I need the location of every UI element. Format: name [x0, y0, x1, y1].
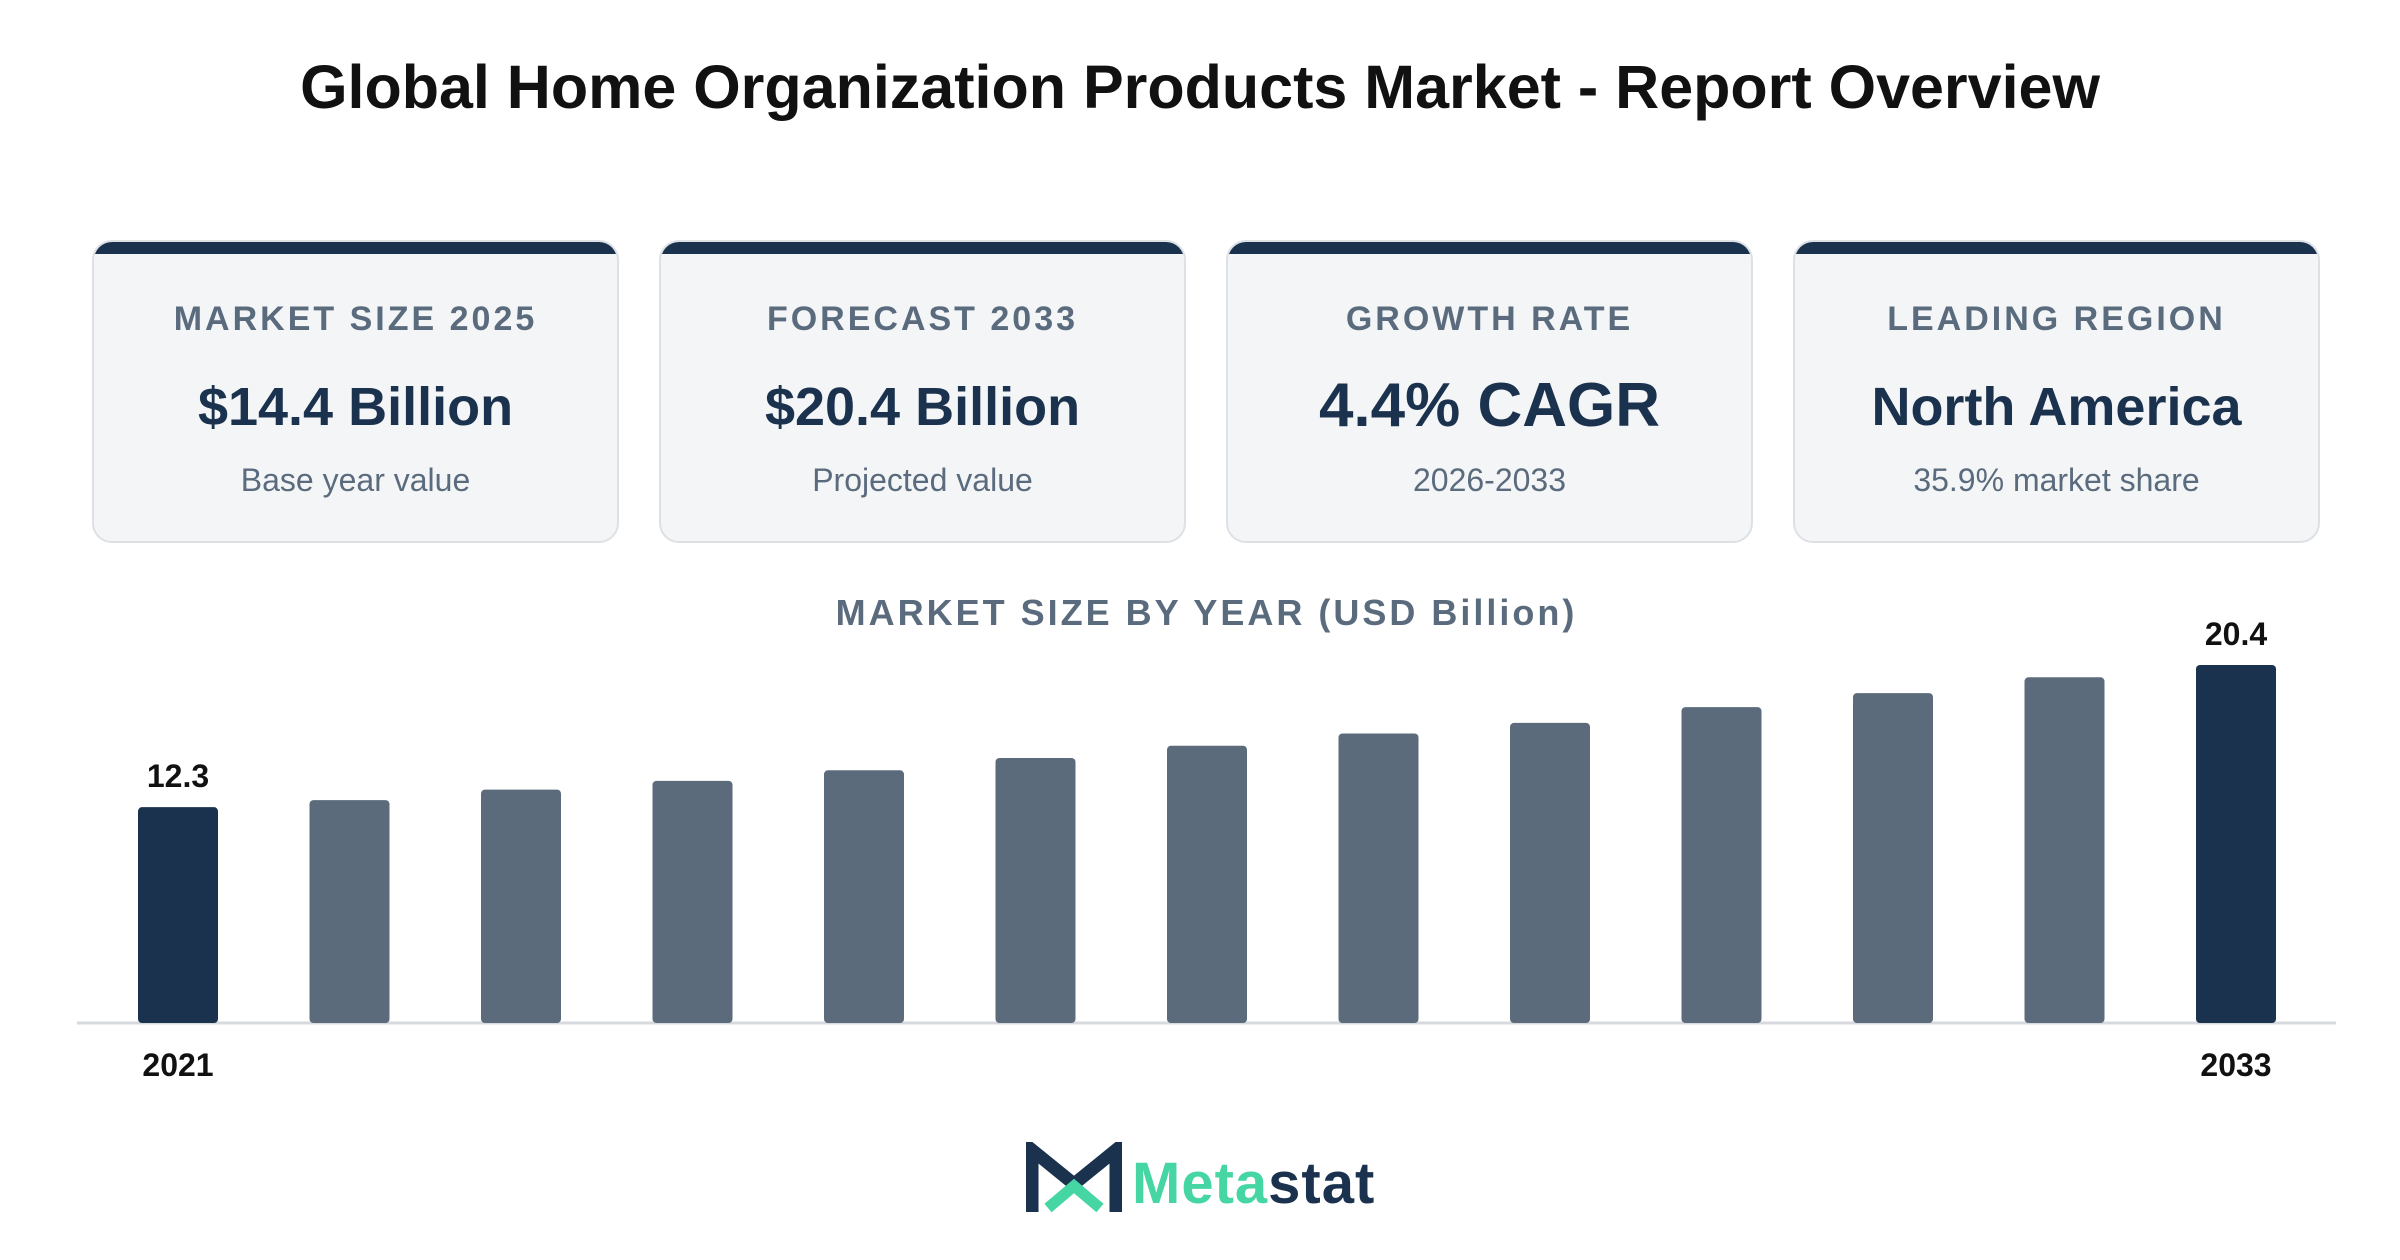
- logo-text-stat: stat: [1268, 1151, 1376, 1216]
- card-value: $14.4 Billion: [197, 377, 514, 437]
- bar-2033: [2196, 665, 2276, 1023]
- card-label: LEADING REGION: [1887, 300, 2226, 338]
- metastat-m-logo-icon: [1026, 1142, 1122, 1213]
- card-subtext: 2026-2033: [1412, 462, 1567, 498]
- bar-2026: [995, 758, 1076, 1023]
- bar-2029: [1510, 722, 1590, 1023]
- metastat-logo-text: Metastat: [1132, 1150, 1375, 1217]
- metastat-logo: Metastat: [1026, 1140, 1396, 1220]
- bar-2030: [1681, 707, 1762, 1023]
- bar-2027: [1167, 745, 1247, 1023]
- logo-text-meta: Meta: [1132, 1151, 1269, 1216]
- card-subtext: 35.9% market share: [1913, 462, 2200, 498]
- card-label: MARKET SIZE 2025: [173, 300, 538, 338]
- page-title: Global Home Organization Products Market…: [300, 53, 2100, 121]
- bar-chart: 12.3 2021 20.4 2033: [77, 616, 2336, 1083]
- card-label: FORECAST 2033: [766, 300, 1079, 338]
- bar-2028: [1338, 733, 1419, 1023]
- data-label-2033: 20.4: [2205, 616, 2267, 652]
- card-value: North America: [1871, 377, 2242, 437]
- x-tick-2033: 2033: [2200, 1047, 2271, 1083]
- bar-2022: [309, 800, 390, 1023]
- bar-2021: [138, 807, 218, 1023]
- bar-2025: [824, 770, 904, 1023]
- bar-2024: [652, 780, 733, 1023]
- kpi-cards: MARKET SIZE 2025 $14.4 Billion Base year…: [92, 240, 2321, 543]
- bar-2023: [481, 789, 561, 1023]
- card-growth-rate: GROWTH RATE 4.4% CAGR 2026-2033: [1226, 240, 1753, 543]
- card-forecast: FORECAST 2033 $20.4 Billion Projected va…: [659, 240, 1186, 543]
- card-market-size: MARKET SIZE 2025 $14.4 Billion Base year…: [92, 240, 619, 543]
- chart-title: MARKET SIZE BY YEAR (USD Billion): [835, 592, 1578, 633]
- data-label-2021: 12.3: [147, 758, 209, 794]
- card-subtext: Base year value: [240, 462, 471, 498]
- card-subtext: Projected value: [812, 462, 1033, 498]
- x-tick-2021: 2021: [142, 1047, 213, 1083]
- card-value: $20.4 Billion: [764, 377, 1081, 437]
- card-leading-region: LEADING REGION North America 35.9% marke…: [1793, 240, 2320, 543]
- card-label: GROWTH RATE: [1345, 300, 1634, 338]
- bar-2032: [2024, 677, 2105, 1023]
- card-value: 4.4% CAGR: [1318, 371, 1661, 440]
- bar-2031: [1853, 693, 1933, 1023]
